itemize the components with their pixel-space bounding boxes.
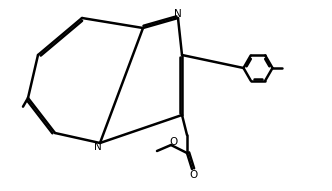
- Text: N: N: [94, 142, 102, 152]
- Text: O: O: [169, 137, 177, 147]
- Text: O: O: [190, 170, 198, 180]
- Text: N: N: [174, 9, 182, 19]
